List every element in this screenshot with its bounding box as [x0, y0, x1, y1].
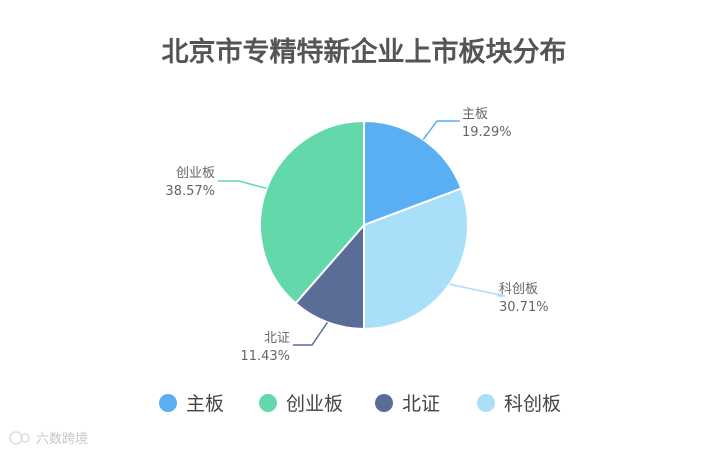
- slice-label-category-0: 主板: [462, 107, 488, 122]
- legend-marker-3: [477, 394, 495, 412]
- legend-item-1[interactable]: 创业板: [259, 393, 343, 415]
- slice-labels: 主板 19.29% 科创板 30.71% 北证 11.43% 创业板 38.57%: [165, 107, 548, 364]
- legend-label-1: 创业板: [286, 393, 343, 415]
- leader-line-1: [449, 283, 506, 297]
- slice-label-value-3: 38.57%: [165, 184, 215, 199]
- leader-line-3: [218, 180, 267, 190]
- slice-label-category-3: 创业板: [176, 166, 215, 181]
- pie-slice-2[interactable]: [294, 222, 365, 331]
- watermark-text: 六数跨境: [36, 432, 88, 447]
- legend-marker-2: [375, 394, 393, 412]
- legend-item-0[interactable]: 主板: [159, 393, 224, 415]
- legend-item-3[interactable]: 科创板: [477, 393, 561, 415]
- slice-label-category-2: 北证: [264, 331, 290, 346]
- legend-marker-1: [259, 394, 277, 412]
- pie-slices: [259, 119, 469, 331]
- legend-marker-0: [159, 394, 177, 412]
- leader-line-2: [293, 321, 329, 346]
- legend-label-3: 科创板: [504, 393, 561, 415]
- chart-legend: 主板 创业板 北证 科创板: [159, 393, 561, 415]
- slice-label-category-1: 科创板: [499, 282, 538, 297]
- chart-title: 北京市专精特新企业上市板块分布: [162, 36, 567, 68]
- legend-item-2[interactable]: 北证: [375, 393, 440, 415]
- legend-label-2: 北证: [402, 393, 440, 415]
- slice-label-value-2: 11.43%: [240, 349, 290, 364]
- pie-slice-0[interactable]: [363, 119, 463, 227]
- watermark-logo-icon: [9, 431, 30, 445]
- legend-label-0: 主板: [186, 393, 224, 415]
- slice-label-value-0: 19.29%: [462, 125, 512, 140]
- leader-line-0: [422, 120, 460, 140]
- watermark: 六数跨境: [9, 431, 88, 447]
- pie-slice-3[interactable]: [259, 119, 365, 305]
- slice-label-value-1: 30.71%: [499, 300, 549, 315]
- label-leader-lines: [218, 120, 506, 346]
